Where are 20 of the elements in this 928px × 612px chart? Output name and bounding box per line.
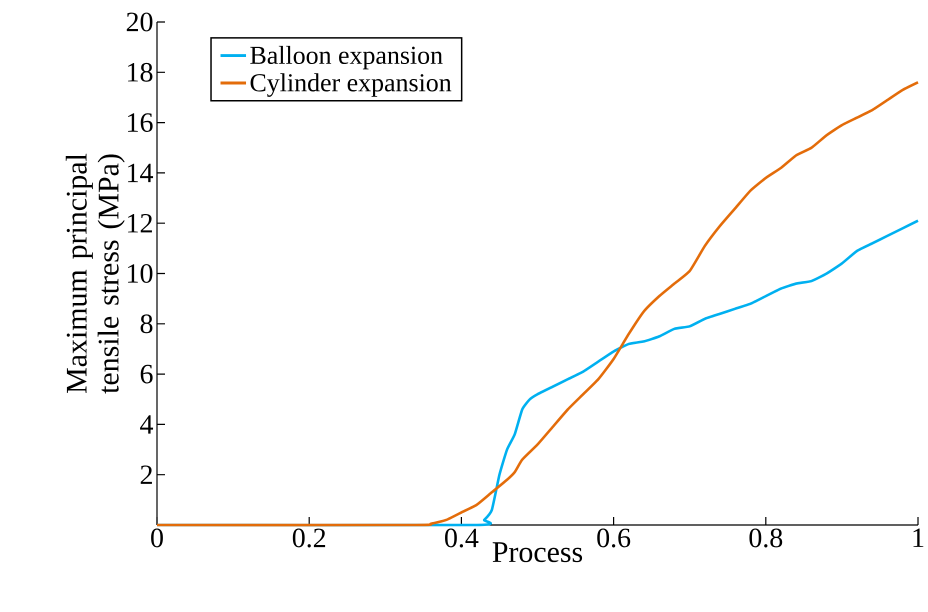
y-tick-label: 10 xyxy=(128,264,152,283)
y-tick-label: 4 xyxy=(140,415,154,434)
x-tick-label: 0 xyxy=(151,528,163,548)
y-tick-label: 12 xyxy=(128,214,152,232)
x-axis-title: Process xyxy=(492,542,582,562)
y-tick-label: 2 xyxy=(140,465,152,484)
y-tick-label: 8 xyxy=(140,314,152,334)
y-tick-label: 20 xyxy=(126,12,152,32)
y-tick-label: 16 xyxy=(128,113,153,132)
y-tick-label: 14 xyxy=(128,164,154,182)
y-axis-title: Maximum principal tensile stress (MPa) xyxy=(66,154,125,394)
x-tick-label: 0.2 xyxy=(292,528,326,548)
x-tick-label: 0.6 xyxy=(597,528,630,548)
legend-label: Balloon expansion xyxy=(250,46,443,70)
x-tick-label: 1 xyxy=(913,528,924,547)
x-tick-label: 0.4 xyxy=(445,528,478,548)
y-tick-label: 18 xyxy=(128,62,152,82)
y-tick-label: 6 xyxy=(140,364,153,384)
legend-label: Cylinder expansion xyxy=(250,73,452,97)
x-tick-label: 0.8 xyxy=(749,528,782,548)
